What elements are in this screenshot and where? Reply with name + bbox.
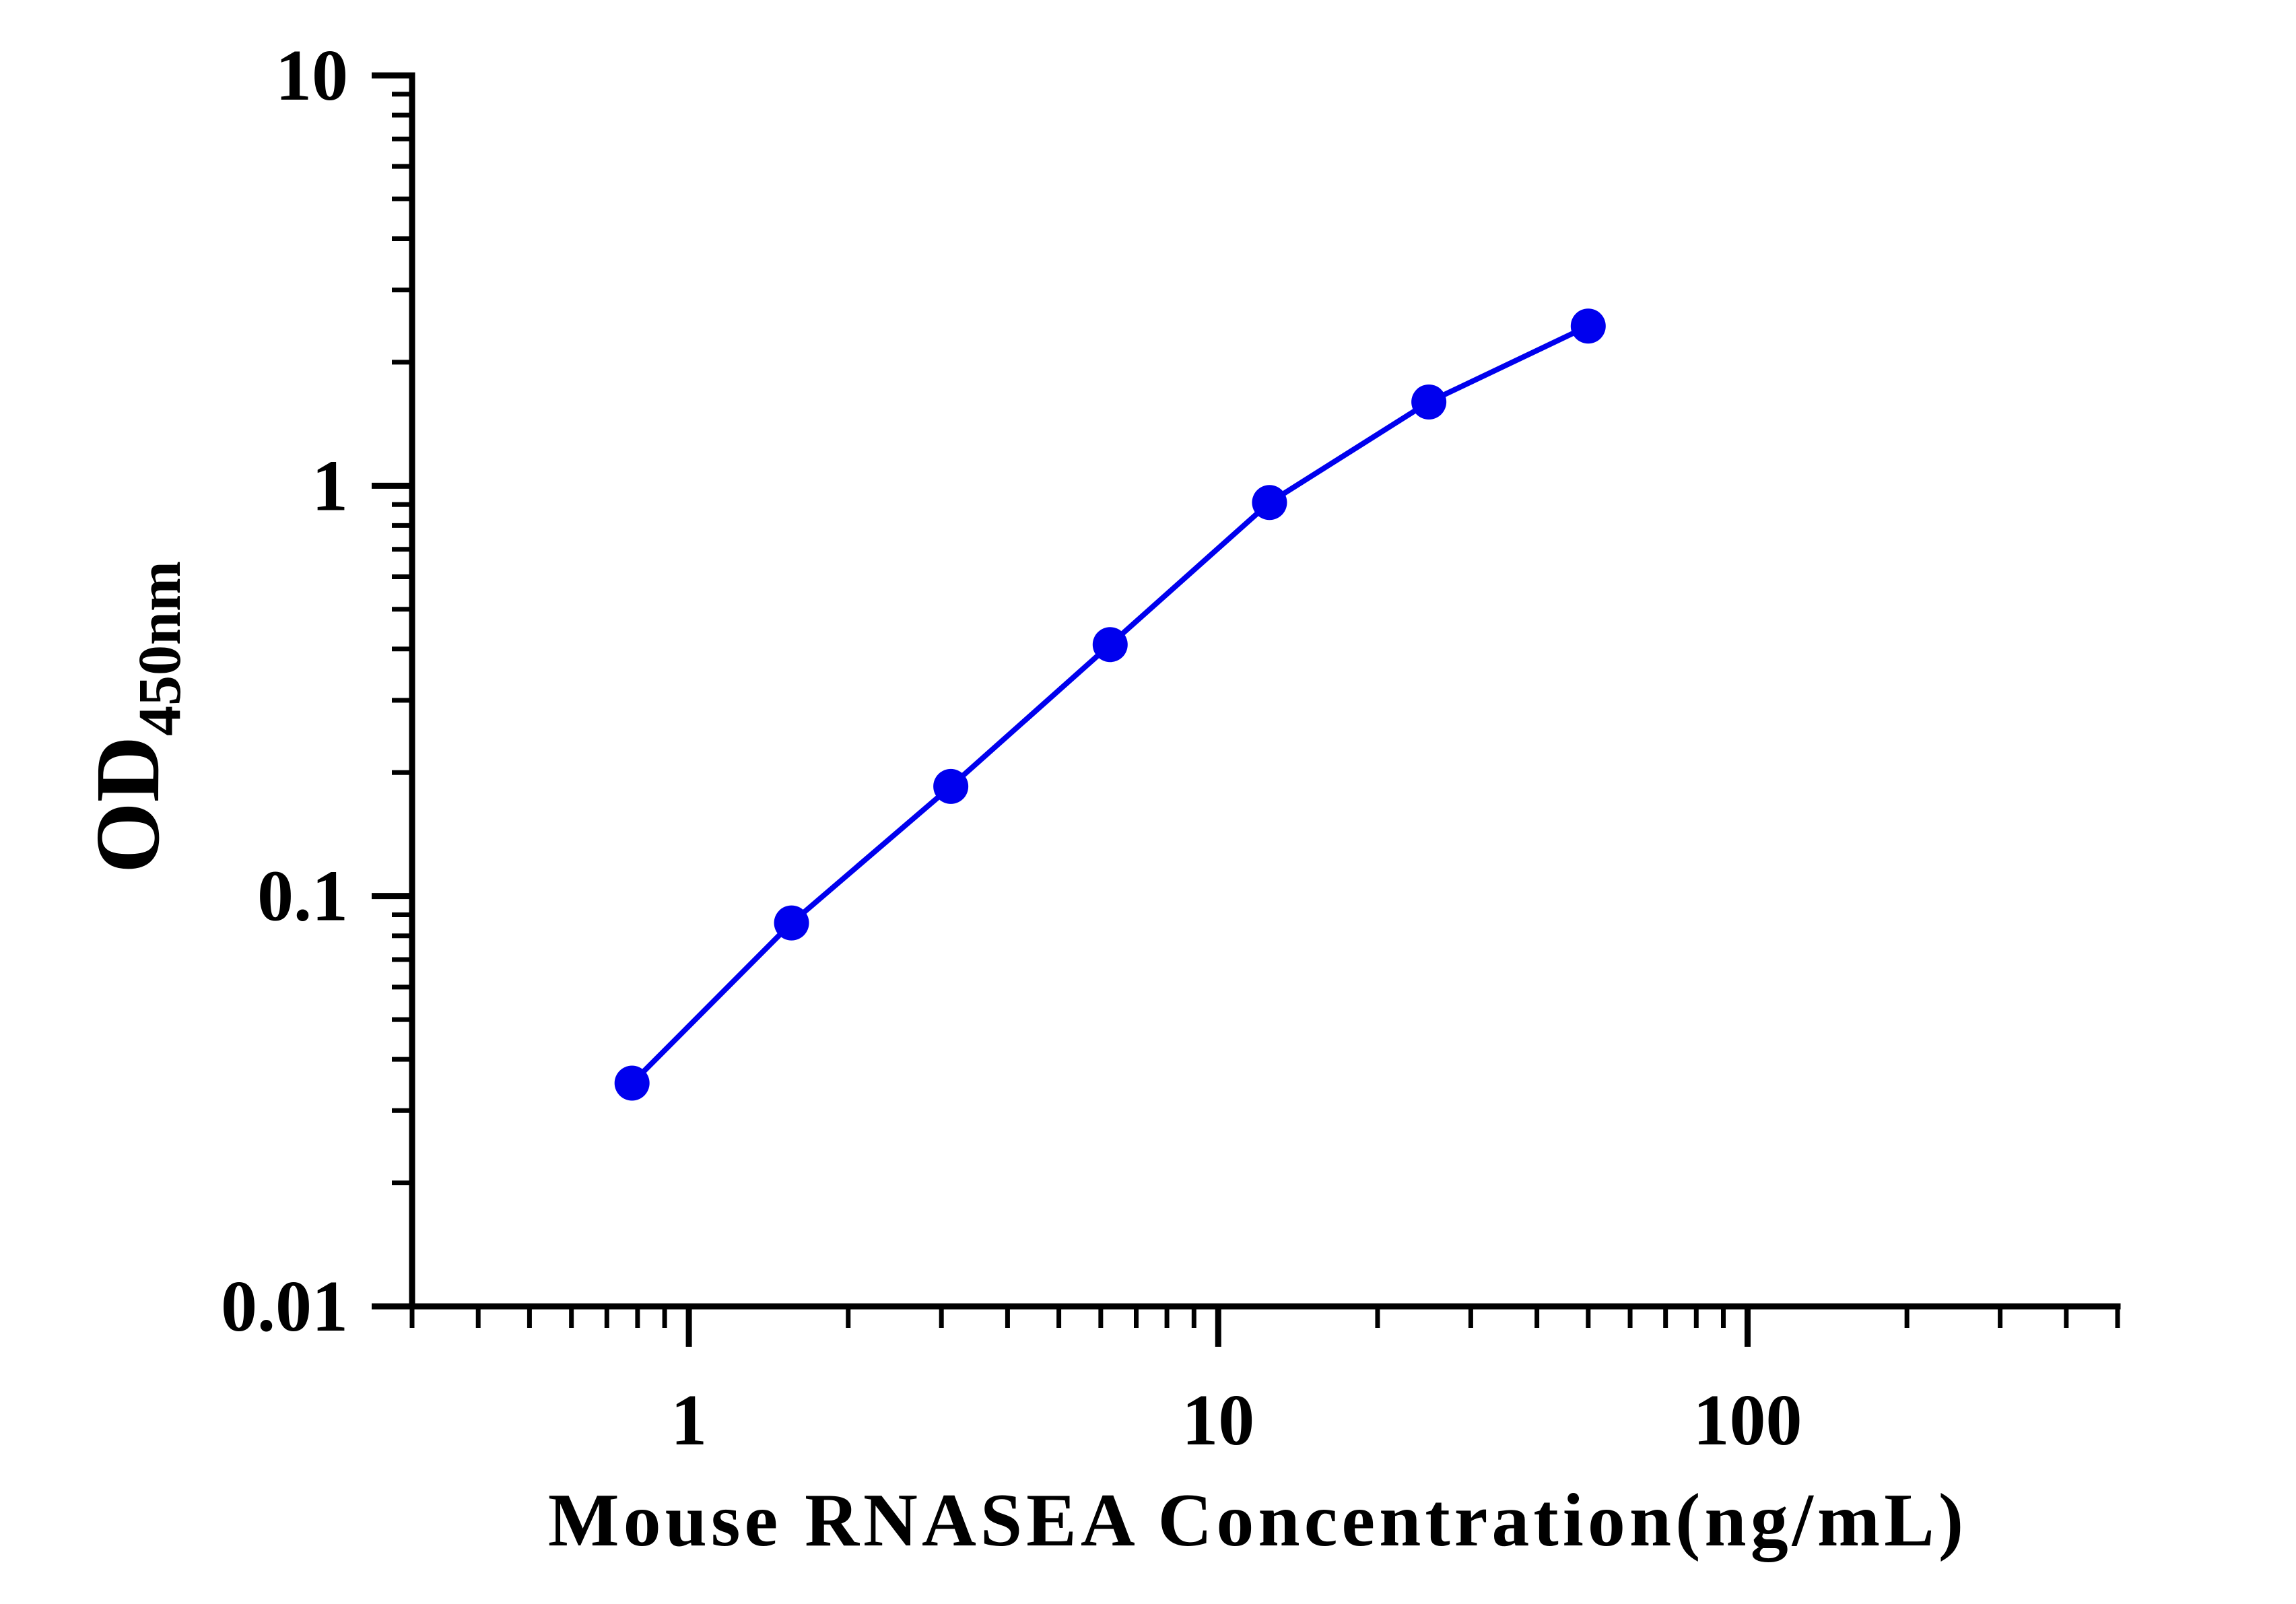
series-line xyxy=(630,323,1590,1085)
data-point xyxy=(1411,384,1447,420)
axes xyxy=(372,72,2121,1347)
data-point xyxy=(1092,627,1128,663)
y-tick-label: 0.1 xyxy=(257,857,348,937)
data-point xyxy=(614,1065,650,1101)
series-layer xyxy=(614,308,1606,1101)
y-axis-ticks xyxy=(372,72,412,1310)
y-tick-label: 0.01 xyxy=(221,1267,348,1347)
x-tick-label: 10 xyxy=(1182,1380,1254,1461)
x-tick-label: 100 xyxy=(1693,1380,1802,1461)
data-point xyxy=(1570,308,1606,344)
y-tick-label: 1 xyxy=(312,446,348,526)
data-point xyxy=(933,768,969,804)
y-tick-label: 10 xyxy=(275,36,348,116)
x-axis-title: Mouse RNASEA Concentration(ng/mL) xyxy=(548,1479,1967,1562)
x-axis-ticks xyxy=(409,1306,2120,1347)
x-axis-tick-labels: 1 10 100 xyxy=(671,1380,1802,1461)
data-point xyxy=(1252,485,1287,521)
y-axis-tick-labels: 0.01 0.1 1 10 xyxy=(221,36,348,1347)
y-axis-title-subscript: 450nm xyxy=(127,561,193,736)
y-axis-title-main: OD xyxy=(77,736,178,873)
data-point xyxy=(774,905,809,941)
x-tick-label: 1 xyxy=(671,1380,707,1461)
y-axis-title: OD450nm xyxy=(77,561,193,873)
